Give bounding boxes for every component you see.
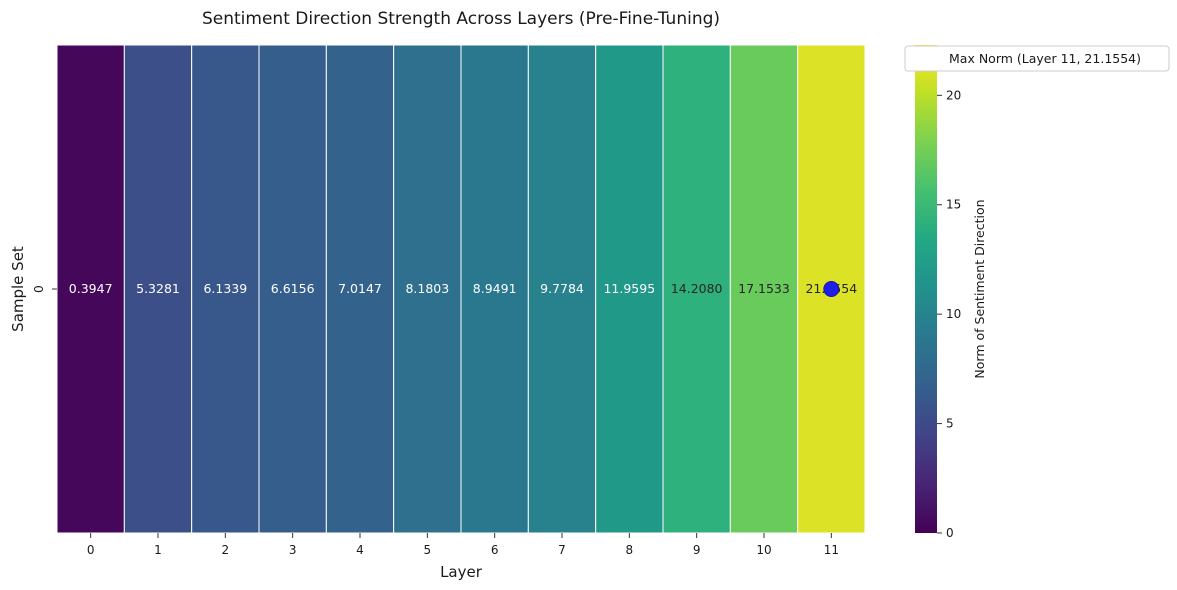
heatmap-cell-layer-0 xyxy=(56,44,125,534)
cell-value-label-layer-1: 5.3281 xyxy=(136,281,180,296)
x-tick-label: 1 xyxy=(154,543,162,557)
colorbar xyxy=(915,45,937,533)
x-axis-ticks: 0 1 2 3 4 5 6 7 8 9 10 11 xyxy=(87,533,839,557)
heatmap-cell-labels: 0.3947 5.3281 6.1339 6.6156 7.0147 8.1803 8.94… xyxy=(69,281,857,296)
heatmap-cell-layer-2 xyxy=(191,44,260,534)
x-tick-label: 10 xyxy=(756,543,771,557)
x-axis-label: Layer xyxy=(440,563,483,581)
colorbar-ticks: 0 5 10 15 20 xyxy=(937,88,961,540)
x-tick-label: 0 xyxy=(87,543,95,557)
cell-value-label-layer-4: 7.0147 xyxy=(338,281,382,296)
heatmap-cell-layer-9 xyxy=(662,44,731,534)
colorbar-tick-label: 0 xyxy=(946,526,954,540)
x-tick-label: 8 xyxy=(626,543,634,557)
max-marker-layer xyxy=(823,281,840,297)
colorbar-tick-label: 20 xyxy=(946,88,961,102)
colorbar-label: Norm of Sentiment Direction xyxy=(972,199,987,378)
heatmap-cell-layer-7 xyxy=(527,44,597,534)
max-norm-marker xyxy=(823,281,840,297)
legend-label: Max Norm (Layer 11, 21.1554) xyxy=(949,51,1141,66)
x-tick-label: 6 xyxy=(491,543,499,557)
heatmap-cell-layer-5 xyxy=(393,44,462,534)
x-tick-label: 11 xyxy=(824,543,839,557)
cell-value-label-layer-2: 6.1339 xyxy=(203,281,247,296)
heatmap-cell-layer-1 xyxy=(123,44,193,534)
cell-value-label-layer-9: 14.2080 xyxy=(671,281,723,296)
cell-value-label-layer-8: 11.9595 xyxy=(603,281,655,296)
x-tick-label: 2 xyxy=(222,543,230,557)
cell-value-label-layer-3: 6.6156 xyxy=(271,281,315,296)
colorbar-tick-label: 10 xyxy=(946,307,961,321)
x-tick-label: 5 xyxy=(424,543,432,557)
heatmap-cell-layer-3 xyxy=(258,44,327,534)
cell-value-label-layer-0: 0.3947 xyxy=(69,281,113,296)
cell-value-label-layer-7: 9.7784 xyxy=(540,281,584,296)
colorbar-tick-label: 5 xyxy=(946,417,954,431)
x-tick-label: 9 xyxy=(693,543,701,557)
cell-value-label-layer-5: 8.1803 xyxy=(405,281,449,296)
y-axis-label: Sample Set xyxy=(9,246,27,332)
x-tick-label: 3 xyxy=(289,543,297,557)
heatmap-cells xyxy=(56,44,866,534)
cell-value-label-layer-6: 8.9491 xyxy=(473,281,517,296)
y-axis-ticks: 0 xyxy=(32,285,57,293)
legend: Max Norm (Layer 11, 21.1554) xyxy=(904,45,1170,72)
x-tick-label: 7 xyxy=(558,543,566,557)
legend-frame xyxy=(904,45,1170,72)
cell-value-label-layer-10: 17.1533 xyxy=(738,281,790,296)
heatmap-cell-layer-4 xyxy=(325,44,395,534)
chart-title: Sentiment Direction Strength Across Laye… xyxy=(202,9,720,29)
colorbar-tick-label: 15 xyxy=(946,198,961,212)
y-tick-label: 0 xyxy=(32,285,46,293)
x-tick-label: 4 xyxy=(356,543,364,557)
